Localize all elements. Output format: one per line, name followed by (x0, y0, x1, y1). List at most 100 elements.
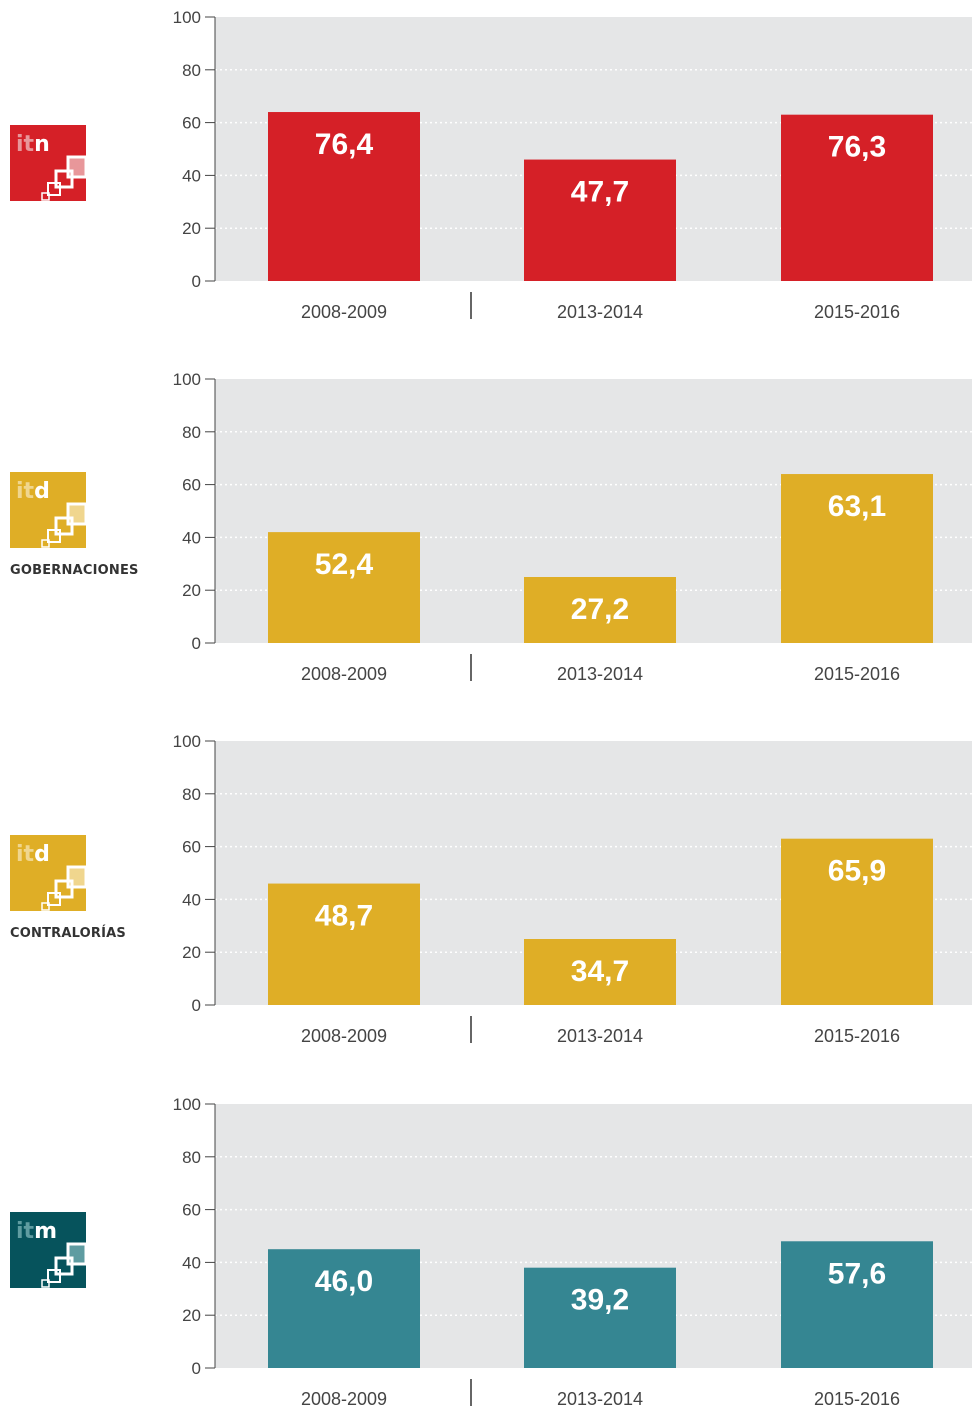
bar (781, 1241, 933, 1368)
y-tick-label: 80 (182, 785, 201, 804)
x-category-label: 2013-2014 (557, 664, 643, 684)
x-category-label: 2013-2014 (557, 302, 643, 322)
bar (268, 532, 420, 643)
x-category-label: 2013-2014 (557, 1026, 643, 1046)
logo-square (66, 865, 88, 889)
y-tick-label: 80 (182, 423, 201, 442)
logo-square (54, 1256, 74, 1276)
bar-chart-panel: 0 20 40 60 80 100 52,4 27,2 63,1 2008-2009 2013-20… (10, 370, 972, 684)
x-category-label: 2013-2014 (557, 1389, 643, 1409)
bar-value-label: 34,7 (571, 955, 629, 988)
bar (524, 939, 676, 1005)
bar-value-label: 46,0 (315, 1265, 373, 1298)
y-tick-label: 60 (182, 1201, 201, 1220)
y-tick-label: 0 (192, 1359, 201, 1378)
logo-text: itm (16, 1219, 57, 1244)
x-category-label: 2008-2009 (301, 664, 387, 684)
y-tick-label: 0 (192, 272, 201, 291)
bar-value-label: 63,1 (828, 490, 886, 523)
bar (781, 838, 933, 1005)
y-tick-label: 100 (173, 8, 201, 27)
logo-square (54, 169, 74, 189)
bar-value-label: 52,4 (315, 548, 374, 581)
bar (268, 1249, 420, 1368)
x-category-label: 2015-2016 (814, 664, 900, 684)
bar-value-label: 48,7 (315, 900, 373, 933)
logo-letter: d (34, 842, 50, 867)
logo-square (41, 539, 50, 548)
bar-chart-panel: 0 20 40 60 80 100 48,7 34,7 65,9 2008-2009 2013-20… (10, 732, 972, 1046)
logo-square (47, 1269, 61, 1283)
logo-square (41, 1279, 50, 1288)
x-category-label: 2008-2009 (301, 302, 387, 322)
bar (524, 577, 676, 643)
bar-value-label: 39,2 (571, 1284, 629, 1317)
logo-letter: m (34, 1219, 57, 1244)
logo-text: itn (16, 132, 50, 157)
bar-chart-panel: 0 20 40 60 80 100 46,0 39,2 57,6 2008-2009 2013-20… (10, 1095, 972, 1409)
y-tick-label: 20 (182, 1306, 201, 1325)
y-tick-label: 60 (182, 476, 201, 495)
logo-square (54, 516, 74, 536)
logo-prefix: it (16, 479, 35, 504)
y-tick-label: 100 (173, 370, 201, 389)
bar-chart-panel: 0 20 40 60 80 100 76,4 47,7 76,3 2008-2009 2013-20… (10, 8, 972, 322)
y-tick-label: 100 (173, 1095, 201, 1114)
itd-logo-icon: itd (10, 472, 88, 548)
y-tick-label: 40 (182, 890, 201, 909)
panel-label: GOBERNACIONES (10, 563, 139, 578)
x-category-label: 2008-2009 (301, 1026, 387, 1046)
bar (268, 112, 420, 281)
bar-value-label: 76,3 (828, 131, 886, 164)
logo-prefix: it (16, 1219, 35, 1244)
y-tick-label: 80 (182, 1148, 201, 1167)
x-category-label: 2008-2009 (301, 1389, 387, 1409)
bar (781, 474, 933, 643)
bar (268, 883, 420, 1005)
panel-label: CONTRALORÍAS (10, 926, 126, 941)
x-category-label: 2015-2016 (814, 1026, 900, 1046)
y-tick-label: 60 (182, 838, 201, 857)
logo-letter: d (34, 479, 50, 504)
bar (524, 1267, 676, 1368)
y-tick-label: 60 (182, 114, 201, 133)
y-tick-label: 100 (173, 732, 201, 751)
logo-square (66, 1242, 88, 1266)
y-tick-label: 20 (182, 581, 201, 600)
logo-text: itd (16, 842, 50, 867)
logo-prefix: it (16, 842, 35, 867)
logo-square (47, 529, 61, 543)
y-tick-label: 80 (182, 61, 201, 80)
logo-prefix: it (16, 132, 35, 157)
bar-value-label: 27,2 (571, 593, 629, 626)
itd-logo-icon: itd (10, 835, 88, 911)
itm-logo-icon: itm (10, 1212, 88, 1288)
x-category-label: 2015-2016 (814, 302, 900, 322)
y-tick-label: 20 (182, 943, 201, 962)
y-tick-label: 40 (182, 528, 201, 547)
bar (781, 114, 933, 282)
logo-text: itd (16, 479, 50, 504)
logo-square (41, 902, 50, 911)
bar-value-label: 57,6 (828, 1257, 886, 1290)
logo-square (47, 182, 61, 196)
x-category-label: 2015-2016 (814, 1389, 900, 1409)
bar (524, 159, 676, 281)
logo-square (66, 155, 88, 179)
itn-logo-icon: itn (10, 125, 88, 201)
y-tick-label: 0 (192, 634, 201, 653)
logo-square (54, 879, 74, 899)
logo-letter: n (34, 132, 50, 157)
y-tick-label: 40 (182, 1253, 201, 1272)
y-tick-label: 0 (192, 996, 201, 1015)
y-tick-label: 40 (182, 166, 201, 185)
bar-value-label: 47,7 (571, 176, 629, 209)
bar-value-label: 65,9 (828, 855, 886, 888)
y-tick-label: 20 (182, 219, 201, 238)
logo-square (41, 192, 50, 201)
bar-value-label: 76,4 (315, 128, 374, 161)
logo-square (47, 892, 61, 906)
logo-square (66, 502, 88, 526)
